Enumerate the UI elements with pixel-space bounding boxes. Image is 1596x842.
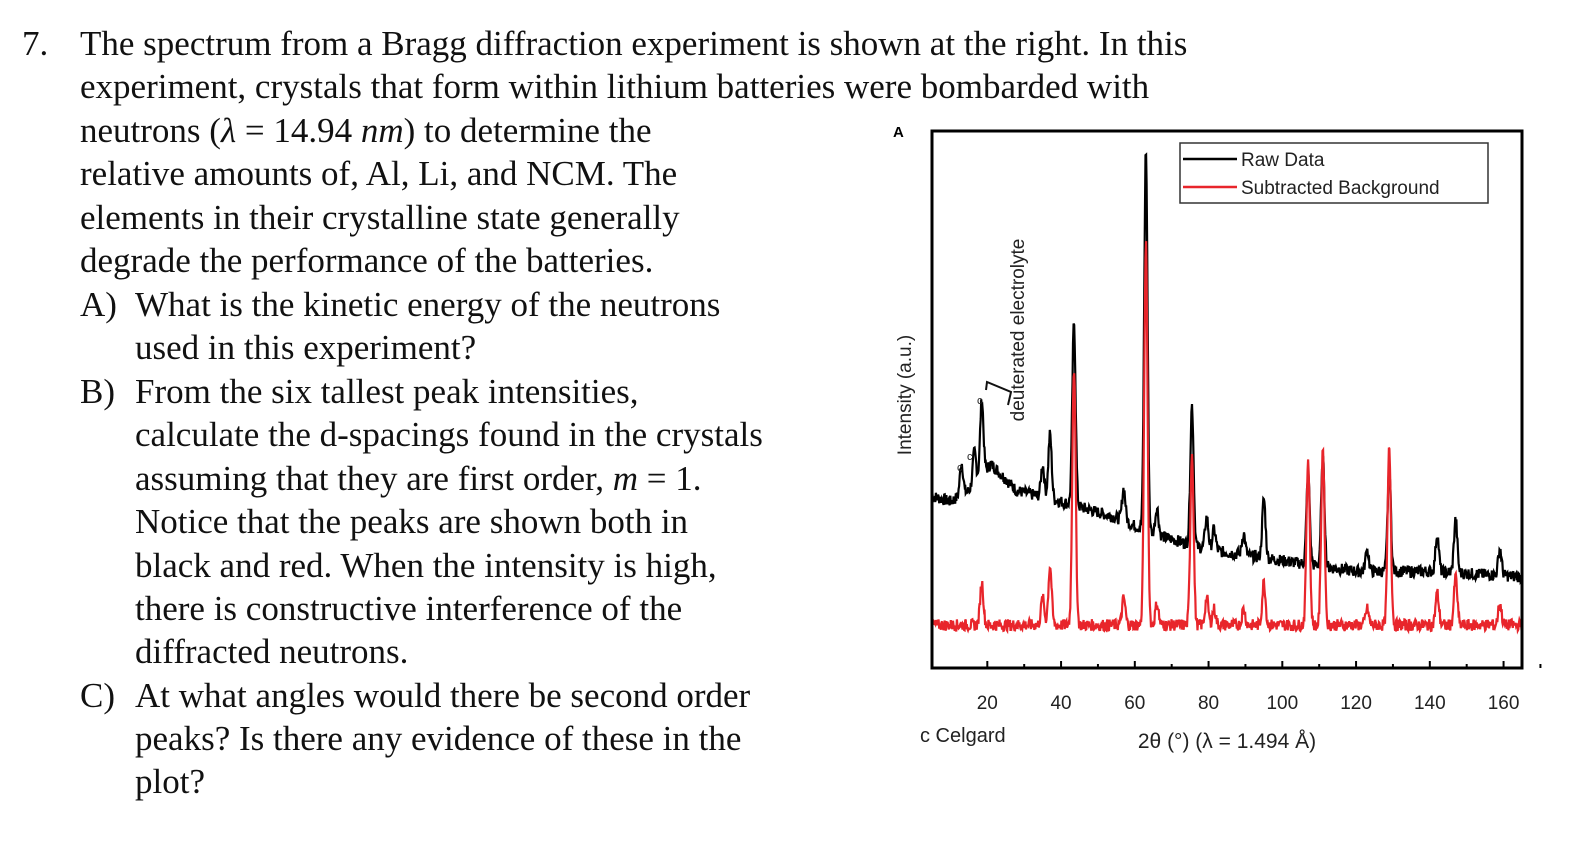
part-b-label: B) (80, 372, 115, 411)
question-line: degrade the performance of the batteries… (80, 241, 654, 280)
text: ) to determine the (403, 111, 652, 150)
text: assuming that they are first order, (135, 459, 613, 498)
text: = 1. (638, 459, 702, 498)
panel-label: A (893, 124, 904, 141)
part-c-label: C) (80, 676, 115, 715)
question-number: 7. (22, 24, 49, 63)
part-a-label: A) (80, 285, 117, 324)
part-b-line: assuming that they are first order, m = … (135, 459, 702, 499)
raw-data-line (931, 152, 1523, 586)
part-c-line: At what angles would there be second ord… (135, 676, 751, 715)
electrolyte-annotation: deuterated electrolyte (1008, 239, 1029, 422)
legend-entry-raw: Raw Data (1241, 150, 1325, 171)
question-line: experiment, crystals that form within li… (80, 67, 1150, 106)
part-c-line: plot? (135, 762, 205, 801)
celgard-marker: c (957, 462, 963, 474)
unit: nm (360, 111, 404, 150)
x-tick-label: 40 (1050, 693, 1071, 714)
question-line: neutrons (λ = 14.94 nm) to determine the (80, 111, 651, 151)
lambda-symbol: λ (220, 111, 237, 150)
part-b-line: black and red. When the intensity is hig… (135, 546, 717, 585)
part-b-line: diffracted neutrons. (135, 632, 409, 671)
m-symbol: m (612, 459, 639, 498)
part-b-line: calculate the d-spacings found in the cr… (135, 415, 763, 454)
part-a-line: What is the kinetic energy of the neutro… (135, 285, 721, 324)
text: = 14.94 (236, 111, 361, 150)
x-tick-label: 160 (1488, 693, 1520, 714)
plot-frame (930, 129, 1524, 670)
legend-entry-background: Subtracted Background (1241, 178, 1440, 199)
celgard-marker: c (967, 451, 973, 463)
x-tick-label: 120 (1340, 693, 1372, 714)
x-axis-label: 2θ (°) (λ = 1.494 Å) (1138, 730, 1316, 753)
x-tick-label: 20 (977, 693, 998, 714)
legend-box (1179, 142, 1489, 204)
part-b-line: Notice that the peaks are shown both in (135, 502, 689, 541)
electrolyte-bracket (985, 380, 1013, 406)
y-axis-label: Intensity (a.u.) (895, 335, 916, 455)
x-tick-label: 80 (1198, 693, 1219, 714)
part-a-line: used in this experiment? (135, 328, 477, 367)
x-tick-label: 60 (1124, 693, 1145, 714)
x-tick-label: 140 (1414, 693, 1446, 714)
subtracted-background-line (930, 241, 1523, 635)
x-tick-label: 100 (1266, 693, 1298, 714)
x-axis: 20 40 60 80 100 120 140 160 (977, 661, 1542, 714)
question-line: The spectrum from a Bragg diffraction ex… (80, 24, 1188, 63)
part-b-line: there is constructive interference of th… (135, 589, 683, 628)
celgard-key: c Celgard (920, 725, 1006, 747)
part-c-line: peaks? Is there any evidence of these in… (135, 719, 742, 758)
question-line: relative amounts of, Al, Li, and NCM. Th… (80, 154, 678, 193)
legend: Raw Data Subtracted Background (1179, 142, 1489, 204)
text: neutrons ( (80, 111, 221, 150)
celgard-marker: c (977, 395, 983, 407)
part-b-line: From the six tallest peak intensities, (135, 372, 639, 411)
question-line: elements in their crystalline state gene… (80, 198, 680, 237)
plot-area (930, 152, 1523, 635)
